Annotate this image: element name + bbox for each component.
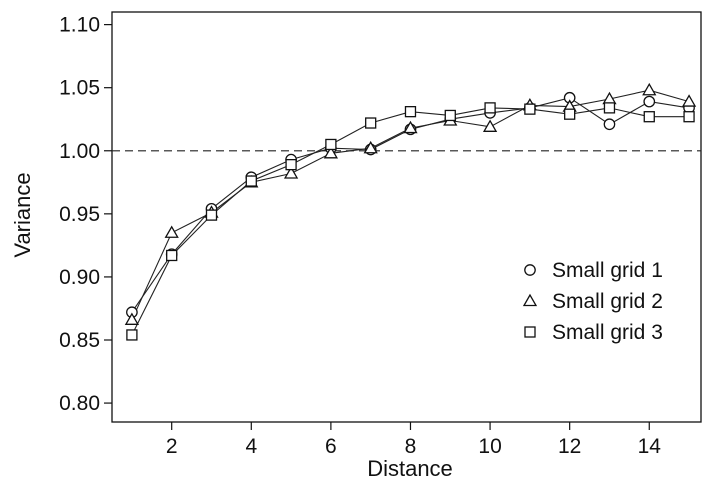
data-point xyxy=(643,95,656,108)
data-point xyxy=(285,158,297,171)
legend-item: Small grid 2 xyxy=(522,290,663,313)
data-point xyxy=(524,103,536,115)
y-axis-title: Variance xyxy=(10,172,35,257)
x-tick-label: 8 xyxy=(405,435,417,458)
data-point xyxy=(205,209,218,221)
data-point xyxy=(681,94,697,107)
legend-item: Small grid 1 xyxy=(524,259,663,282)
legend-marker xyxy=(522,293,538,307)
data-point xyxy=(166,249,178,262)
x-tick-label: 10 xyxy=(478,435,501,458)
x-tick-label: 12 xyxy=(558,435,581,458)
data-point xyxy=(564,108,576,120)
legend: Small grid 1 Small grid 2 Small grid 3 xyxy=(522,259,663,344)
data-point xyxy=(484,102,496,114)
plot-frame xyxy=(111,11,702,423)
legend-label: Small grid 1 xyxy=(552,259,663,282)
data-point xyxy=(363,140,378,154)
legend-label: Small grid 2 xyxy=(552,290,663,313)
y-axis: 0.80 0.85 0.90 0.95 1.00 1.05 1.10 xyxy=(59,14,112,415)
legend-marker xyxy=(524,326,536,338)
x-axis: 2 4 6 8 10 12 14 xyxy=(166,422,661,458)
data-point xyxy=(323,145,339,159)
legend-label: Small grid 3 xyxy=(552,321,663,344)
y-tick-label: 1.00 xyxy=(59,140,100,163)
x-axis-title: Distance xyxy=(367,456,453,480)
y-tick-label: 0.90 xyxy=(59,266,100,289)
data-point xyxy=(683,111,695,123)
series-markers-3 xyxy=(126,102,695,341)
x-tick-label: 6 xyxy=(325,435,337,458)
x-tick-label: 4 xyxy=(245,435,257,458)
y-tick-label: 0.85 xyxy=(59,329,100,352)
data-point xyxy=(603,102,616,114)
data-point xyxy=(283,166,299,179)
data-point xyxy=(603,118,616,131)
x-tick-label: 14 xyxy=(638,435,662,458)
legend-item: Small grid 3 xyxy=(524,321,663,344)
y-tick-label: 0.80 xyxy=(59,392,100,415)
data-point xyxy=(643,111,655,123)
data-point xyxy=(403,120,418,134)
data-point xyxy=(124,312,140,325)
data-point xyxy=(164,225,179,238)
data-point xyxy=(482,119,498,132)
series-layer xyxy=(124,82,697,341)
data-point xyxy=(642,82,657,96)
data-point xyxy=(404,106,417,118)
data-point xyxy=(444,109,456,122)
y-tick-label: 1.05 xyxy=(59,77,100,100)
x-tick-label: 2 xyxy=(166,435,178,458)
y-tick-label: 0.95 xyxy=(59,203,100,226)
data-point xyxy=(245,175,257,187)
data-point xyxy=(325,138,337,151)
legend-marker xyxy=(524,264,536,276)
data-point xyxy=(365,117,377,129)
y-tick-label: 1.10 xyxy=(59,14,100,37)
data-point xyxy=(126,329,138,341)
